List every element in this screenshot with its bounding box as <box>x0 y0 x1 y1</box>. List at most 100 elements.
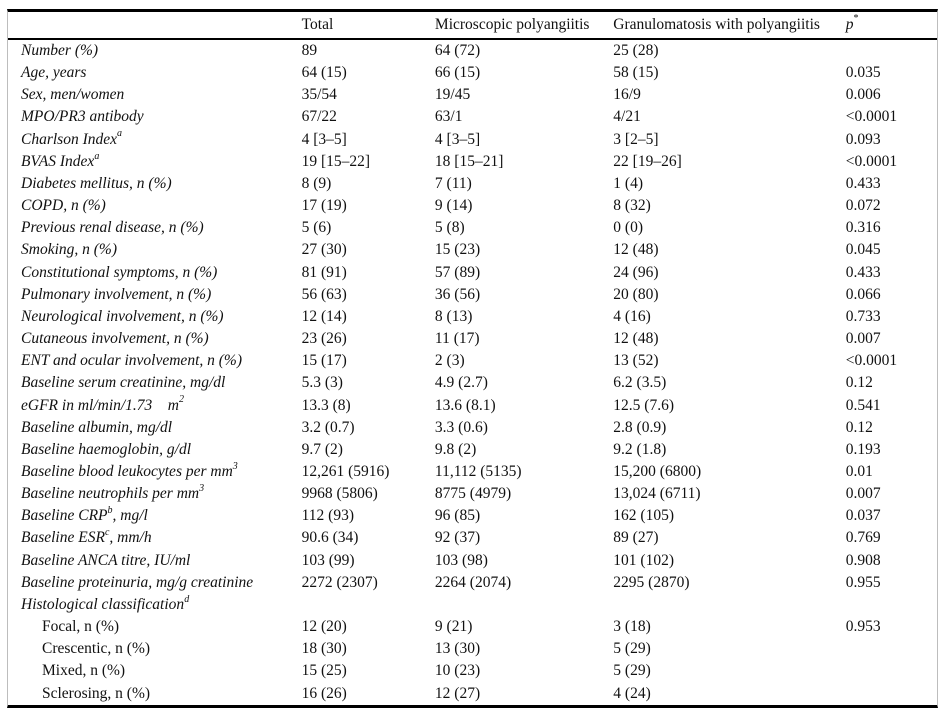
cell-p-value: 0.433 <box>845 174 881 192</box>
cell-microscopic-polyangiitis: 36 (56) <box>434 285 481 303</box>
cell-microscopic-polyangiitis: 9 (14) <box>434 197 473 215</box>
row-label-superscript: b <box>107 505 113 517</box>
cell-p-value: <0.0001 <box>845 108 898 126</box>
table-row: ENT and ocular involvement, n (%) 15 (17)… <box>8 350 937 372</box>
table-row: Baseline CRPb, mg/l 112 (93) 96 (85) 162 (1… <box>8 505 937 527</box>
row-label: Diabetes mellitus, n (%) <box>21 174 172 192</box>
cell-p-value: 0.955 <box>845 573 881 591</box>
cell-granulomatosis-with-polyangiitis: 24 (96) <box>613 263 659 281</box>
cell-microscopic-polyangiitis: 92 (37) <box>434 529 481 547</box>
row-label-superscript: 3 <box>232 460 238 472</box>
table-row: Pulmonary involvement, n (%) 56 (63) 36 (5… <box>8 284 937 306</box>
cell-microscopic-polyangiitis: 13 (30) <box>434 640 481 658</box>
cell-total: 3.2 (0.7) <box>301 418 355 436</box>
cell-total: 8 (9) <box>301 174 332 192</box>
cell-p-value: 0.006 <box>845 86 881 104</box>
table-row: Neurological involvement, n (%) 12 (14) 8 … <box>8 306 937 328</box>
row-label: Mixed, n (%) <box>42 662 126 680</box>
row-label: Number (%) <box>21 42 99 59</box>
cell-granulomatosis-with-polyangiitis: 0 (0) <box>613 219 643 237</box>
row-label-superscript: 2 <box>179 394 184 406</box>
table-row: Baseline ANCA titre, IU/ml 103 (99) 103 (9… <box>8 550 937 572</box>
cell-total: 9968 (5806) <box>301 485 378 503</box>
cell-total: 81 (91) <box>301 263 347 281</box>
cell-microscopic-polyangiitis: 12 (27) <box>434 684 481 702</box>
cell-total: 18 (30) <box>301 640 347 658</box>
col-header-microscopic-polyangiitis: Microscopic polyangiitis <box>434 12 614 40</box>
cell-microscopic-polyangiitis: 9.8 (2) <box>434 440 477 458</box>
col-header-total: Total <box>301 12 435 40</box>
row-label-superscript: d <box>184 593 190 605</box>
cell-p-value: 0.541 <box>845 396 881 414</box>
table-row: Crescentic, n (%) 18 (30) 13 (30) 5 (29) <box>8 638 937 660</box>
cell-microscopic-polyangiitis: 7 (11) <box>434 174 472 192</box>
row-label: ENT and ocular involvement, n (%) <box>21 352 242 370</box>
cell-microscopic-polyangiitis: 3.3 (0.6) <box>434 418 488 436</box>
row-label: Constitutional symptoms, n (%) <box>21 263 218 281</box>
cell-microscopic-polyangiitis: 103 (98) <box>434 551 488 569</box>
col-header-p-value: p* <box>845 12 937 40</box>
cell-microscopic-polyangiitis: 11,112 (5135) <box>434 462 522 480</box>
row-label: Histological classificationd <box>21 593 190 613</box>
cell-granulomatosis-with-polyangiitis: 8 (32) <box>613 197 651 215</box>
cell-total <box>302 594 435 616</box>
row-label: MPO/PR3 antibody <box>21 108 144 126</box>
cell-microscopic-polyangiitis: 4 [3–5] <box>434 130 481 148</box>
cell-p-value: 0.01 <box>845 462 873 480</box>
cell-total: 23 (26) <box>301 330 347 348</box>
header-row: Total Microscopic polyangiitis Granuloma… <box>8 12 937 40</box>
cell-granulomatosis-with-polyangiitis: 89 (27) <box>613 529 659 547</box>
p-label: p <box>845 16 854 33</box>
cell-granulomatosis-with-polyangiitis: 3 [2–5] <box>613 130 659 148</box>
cell-p-value <box>846 39 937 62</box>
cell-p-value: 0.045 <box>845 241 881 259</box>
row-label: Baseline albumin, mg/dl <box>21 418 173 436</box>
cell-microscopic-polyangiitis: 19/45 <box>434 86 471 104</box>
cell-microscopic-polyangiitis: 2 (3) <box>434 352 465 370</box>
row-label: Cutaneous involvement, n (%) <box>21 330 209 348</box>
cell-p-value <box>846 660 937 682</box>
cell-granulomatosis-with-polyangiitis: 1 (4) <box>613 174 643 192</box>
p-asterisk: * <box>853 12 859 24</box>
cell-total: 13.3 (8) <box>301 396 351 414</box>
cell-total: 112 (93) <box>301 507 354 525</box>
cell-total: 27 (30) <box>301 241 347 259</box>
cell-total: 12,261 (5916) <box>301 462 390 480</box>
row-label: Neurological involvement, n (%) <box>21 307 224 325</box>
cell-total: 64 (15) <box>301 64 347 82</box>
cell-granulomatosis-with-polyangiitis: 13,024 (6711) <box>613 485 701 503</box>
cell-p-value: 0.433 <box>845 263 881 281</box>
table-row: Charlson Indexa 4 [3–5] 4 [3–5] 3 [2–5] 0.09… <box>8 129 937 151</box>
row-label: Focal, n (%) <box>42 618 120 636</box>
cell-granulomatosis-with-polyangiitis <box>613 594 846 616</box>
cell-microscopic-polyangiitis: 63/1 <box>434 108 463 126</box>
cell-total: 9.7 (2) <box>301 440 343 458</box>
cell-granulomatosis-with-polyangiitis: 2295 (2870) <box>613 573 690 591</box>
cell-p-value: 0.953 <box>845 618 881 636</box>
table-row: Constitutional symptoms, n (%) 81 (91) 57 … <box>8 262 937 284</box>
cell-granulomatosis-with-polyangiitis: 4 (24) <box>613 684 651 702</box>
cell-microscopic-polyangiitis: 66 (15) <box>434 64 481 82</box>
cell-granulomatosis-with-polyangiitis: 2.8 (0.9) <box>613 418 667 436</box>
col-header-empty <box>8 12 302 40</box>
cell-total: 15 (25) <box>301 662 347 680</box>
row-label: Baseline ESRc, mm/h <box>21 527 152 547</box>
cell-granulomatosis-with-polyangiitis: 162 (105) <box>613 507 674 525</box>
cell-p-value: 0.12 <box>845 374 873 392</box>
row-label: Sclerosing, n (%) <box>42 684 151 702</box>
table-row: Baseline blood leukocytes per mm3 12,261 … <box>8 461 937 483</box>
cell-microscopic-polyangiitis: 10 (23) <box>434 662 481 680</box>
table-row: Baseline serum creatinine, mg/dl 5.3 (3) 4… <box>8 372 937 394</box>
table-row: Age, years 64 (15) 66 (15) 58 (15) 0.035 <box>8 62 937 84</box>
row-label-superscript: c <box>104 527 110 539</box>
table-row: Sex, men/women 35/54 19/45 16/9 0.006 <box>8 84 937 106</box>
cell-p-value: <0.0001 <box>845 152 898 170</box>
row-label: Age, years <box>21 64 87 82</box>
cell-p-value: 0.908 <box>845 551 881 569</box>
col-header-granulomatosis-with-polyangiitis: Granulomatosis with polyangiitis <box>613 12 846 40</box>
cell-microscopic-polyangiitis: 15 (23) <box>434 241 481 259</box>
cell-granulomatosis-with-polyangiitis: 5 (29) <box>613 640 651 658</box>
table-row: Baseline neutrophils per mm3 9968 (5806) 8… <box>8 483 937 505</box>
cell-p-value: 0.316 <box>845 219 881 237</box>
table-row: Focal, n (%) 12 (20) 9 (21) 3 (18) 0.953 <box>8 616 937 638</box>
